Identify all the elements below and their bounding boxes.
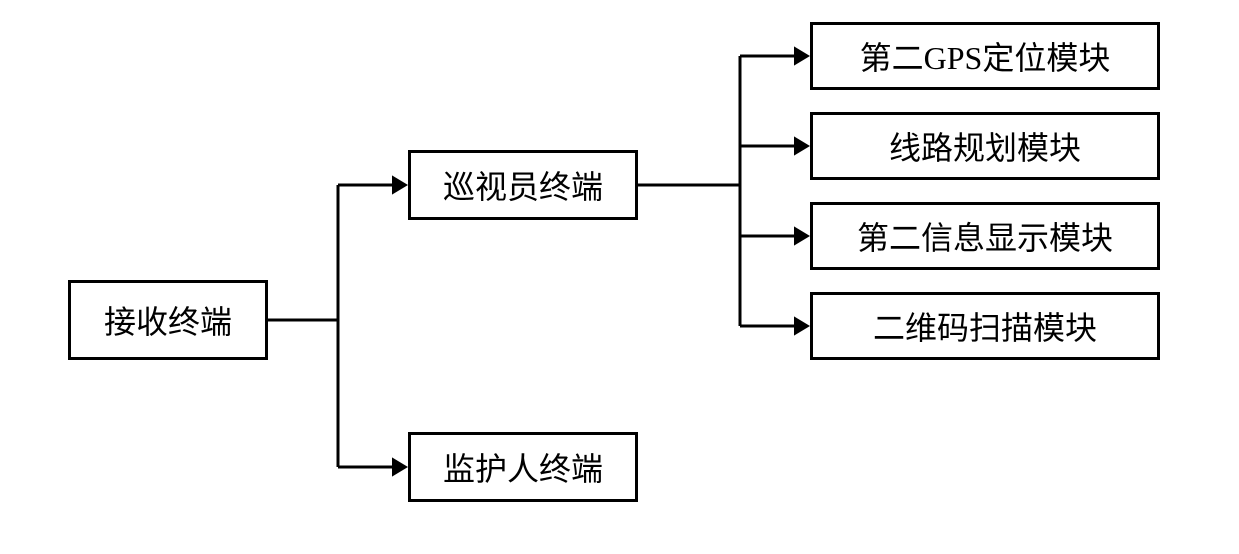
node-label: 第二信息显示模块	[857, 213, 1113, 259]
node-leaf4: 二维码扫描模块	[810, 292, 1160, 360]
diagram-canvas: 接收终端 巡视员终端监护人终端 第二GPS定位模块线路规划模块第二信息显示模块二维码…	[0, 0, 1239, 554]
node-label: 监护人终端	[443, 444, 603, 490]
node-leaf1: 第二GPS定位模块	[810, 22, 1160, 90]
node-label: 第二GPS定位模块	[860, 33, 1111, 79]
node-label: 接收终端	[104, 297, 232, 343]
node-leaf3: 第二信息显示模块	[810, 202, 1160, 270]
node-label: 二维码扫描模块	[873, 303, 1097, 349]
node-label: 线路规划模块	[889, 123, 1081, 169]
node-leaf2: 线路规划模块	[810, 112, 1160, 180]
node-n2: 监护人终端	[408, 432, 638, 502]
node-root: 接收终端	[68, 280, 268, 360]
node-label: 巡视员终端	[443, 162, 603, 208]
node-n1: 巡视员终端	[408, 150, 638, 220]
